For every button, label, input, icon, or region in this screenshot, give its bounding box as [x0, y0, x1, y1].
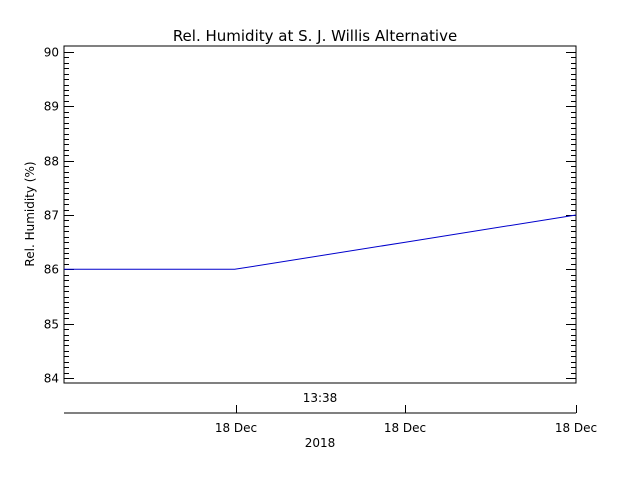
y-tick-label-86: 86	[44, 263, 59, 277]
series-line-0	[64, 214, 577, 270]
y-axis-tick-labels: 84 85 86 87 88 89 90	[44, 46, 59, 386]
y-tick-label-89: 89	[44, 100, 59, 114]
y-axis-ticks	[64, 52, 576, 379]
x-date-label-1: 18 Dec	[384, 421, 426, 435]
x-date-label-2: 18 Dec	[555, 421, 597, 435]
x-date-axis-ticks	[236, 405, 577, 413]
x-axis-year-label: 2018	[305, 436, 336, 450]
chart-title: Rel. Humidity at S. J. Willis Alternativ…	[173, 27, 457, 45]
y-tick-label-88: 88	[44, 155, 59, 169]
x-date-label-0: 18 Dec	[215, 421, 257, 435]
y-tick-label-84: 84	[44, 372, 59, 386]
x-axis-time-label: 13:38	[303, 391, 338, 405]
series-group	[64, 214, 577, 270]
y-tick-label-85: 85	[44, 318, 59, 332]
x-date-axis-labels: 18 Dec 18 Dec 18 Dec	[215, 421, 597, 435]
y-tick-label-90: 90	[44, 46, 59, 60]
y-tick-label-87: 87	[44, 209, 59, 223]
plot-frame	[63, 45, 577, 384]
y-axis-label: Rel. Humidity (%)	[23, 161, 37, 266]
